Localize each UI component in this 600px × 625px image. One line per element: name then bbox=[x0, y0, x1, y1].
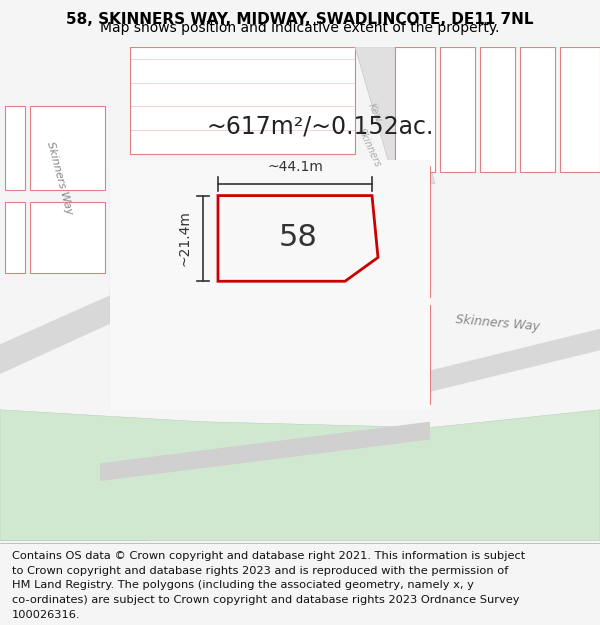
Text: ~21.4m: ~21.4m bbox=[178, 211, 192, 266]
Text: ~617m²/~0.152ac.: ~617m²/~0.152ac. bbox=[206, 114, 434, 139]
Polygon shape bbox=[110, 305, 213, 404]
Polygon shape bbox=[5, 201, 25, 273]
Polygon shape bbox=[480, 47, 515, 172]
Text: Skinners Way: Skinners Way bbox=[455, 312, 541, 333]
Polygon shape bbox=[110, 160, 430, 410]
Text: 100026316.: 100026316. bbox=[12, 610, 80, 620]
Polygon shape bbox=[0, 410, 600, 541]
Polygon shape bbox=[30, 106, 105, 189]
Polygon shape bbox=[0, 422, 170, 541]
Text: to Crown copyright and database rights 2023 and is reproduced with the permissio: to Crown copyright and database rights 2… bbox=[12, 566, 508, 576]
Polygon shape bbox=[430, 329, 600, 392]
Polygon shape bbox=[110, 166, 213, 297]
Polygon shape bbox=[440, 47, 475, 172]
Polygon shape bbox=[395, 47, 435, 172]
Polygon shape bbox=[100, 422, 430, 481]
Text: Contains OS data © Crown copyright and database right 2021. This information is : Contains OS data © Crown copyright and d… bbox=[12, 551, 525, 561]
Polygon shape bbox=[378, 305, 430, 404]
Polygon shape bbox=[520, 47, 555, 172]
Text: Skinners Way: Skinners Way bbox=[46, 140, 74, 216]
Text: 58: 58 bbox=[278, 222, 317, 252]
Polygon shape bbox=[0, 291, 125, 374]
Polygon shape bbox=[560, 47, 600, 172]
Text: Map shows position and indicative extent of the property.: Map shows position and indicative extent… bbox=[100, 21, 500, 35]
Polygon shape bbox=[30, 201, 105, 273]
Text: ~44.1m: ~44.1m bbox=[267, 160, 323, 174]
Text: Kew: Kew bbox=[366, 101, 384, 124]
Polygon shape bbox=[355, 47, 435, 184]
Text: co-ordinates) are subject to Crown copyright and database rights 2023 Ordnance S: co-ordinates) are subject to Crown copyr… bbox=[12, 595, 520, 605]
Polygon shape bbox=[5, 106, 25, 189]
Text: HM Land Registry. The polygons (including the associated geometry, namely x, y: HM Land Registry. The polygons (includin… bbox=[12, 580, 474, 590]
Polygon shape bbox=[130, 47, 355, 154]
Polygon shape bbox=[378, 166, 430, 297]
Text: 58, SKINNERS WAY, MIDWAY, SWADLINCOTE, DE11 7NL: 58, SKINNERS WAY, MIDWAY, SWADLINCOTE, D… bbox=[66, 12, 534, 27]
Text: Skinners: Skinners bbox=[356, 127, 383, 169]
